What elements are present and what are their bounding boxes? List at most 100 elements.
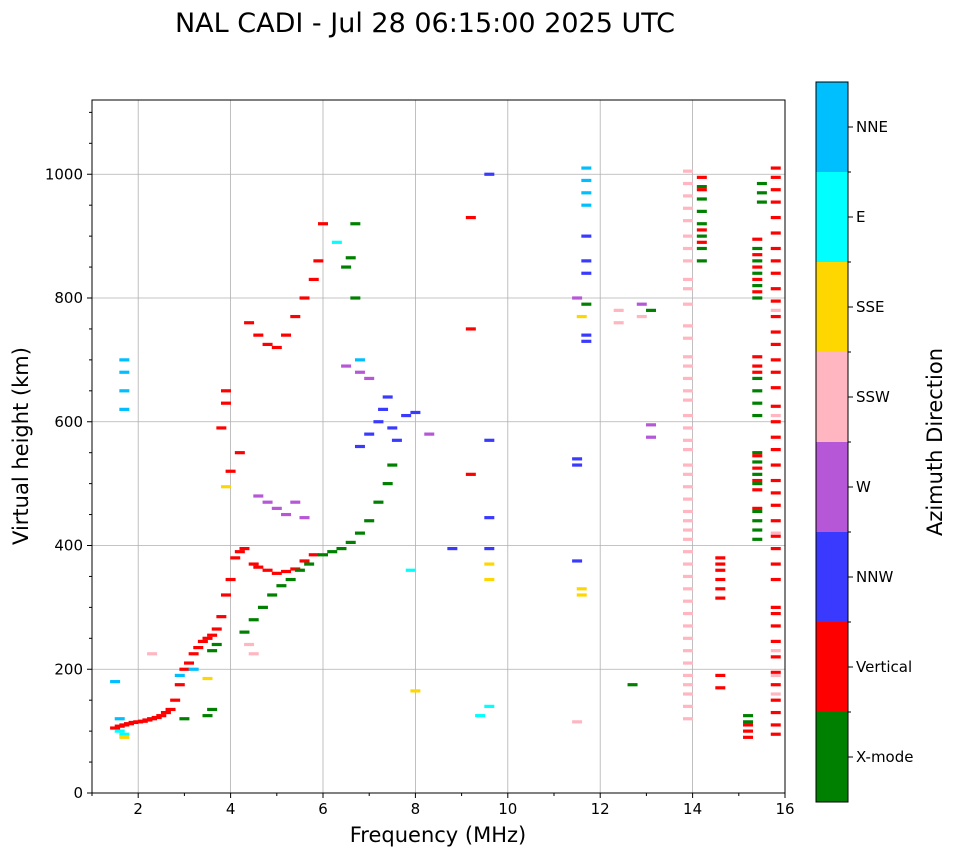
- echo-point: [770, 698, 781, 702]
- echo-point: [682, 528, 693, 532]
- echo-point: [696, 259, 707, 263]
- echo-point: [682, 287, 693, 291]
- echo-point: [696, 228, 707, 232]
- echo-point: [752, 454, 763, 458]
- echo-point: [682, 519, 693, 523]
- trace-ssw: [770, 308, 781, 696]
- echo-point: [188, 667, 199, 671]
- x-tick-label: 2: [133, 800, 143, 818]
- echo-point: [350, 296, 361, 300]
- trace-vertical: [696, 175, 707, 244]
- echo-point: [752, 271, 763, 275]
- echo-point: [165, 707, 176, 712]
- trace-sse: [119, 314, 587, 739]
- echo-point: [576, 314, 587, 319]
- echo-point: [581, 271, 592, 275]
- echo-point: [160, 710, 171, 715]
- echo-point: [682, 398, 693, 402]
- x-tick-label: 10: [498, 800, 517, 818]
- colorbar-label-sse: SSE: [856, 298, 885, 316]
- echo-point: [410, 689, 421, 693]
- echo-point: [114, 717, 125, 721]
- echo-point: [752, 296, 763, 300]
- echo-point: [581, 333, 592, 337]
- echo-point: [114, 729, 125, 733]
- echo-point: [682, 692, 693, 696]
- echo-point: [696, 188, 707, 192]
- echo-point: [682, 704, 693, 708]
- echo-point: [299, 516, 310, 520]
- colorbar-label: Azimuth Direction: [923, 348, 947, 536]
- echo-point: [581, 178, 592, 183]
- colorbar: X-mode Vertical NNW W SSW SSE E NNE: [815, 81, 913, 803]
- echo-point: [770, 166, 781, 170]
- x-tick-label: 12: [591, 800, 610, 818]
- echo-point: [682, 485, 693, 489]
- echo-point: [682, 181, 693, 186]
- echo-point: [752, 528, 763, 532]
- echo-point: [715, 596, 726, 600]
- echo-point: [770, 723, 781, 727]
- echo-point: [743, 729, 754, 733]
- chart-title: NAL CADI - Jul 28 06:15:00 2025 UTC: [175, 8, 675, 39]
- echo-point: [770, 413, 781, 418]
- plot-area: 2 4 6 8 10 12 14 16 0 200 400 600 800 1000: [45, 99, 795, 818]
- echo-point: [581, 339, 592, 343]
- trace-vertical: [216, 215, 726, 690]
- echo-point: [752, 472, 763, 476]
- echo-point: [682, 673, 693, 678]
- echo-point: [354, 370, 365, 374]
- echo-point: [220, 401, 231, 405]
- x-tick-label: 8: [411, 800, 421, 818]
- echo-point: [253, 565, 264, 569]
- echo-point: [770, 246, 781, 251]
- echo-point: [119, 732, 130, 736]
- echo-point: [770, 546, 781, 551]
- echo-point: [230, 556, 241, 560]
- echo-point: [391, 438, 402, 442]
- echo-point: [682, 472, 693, 476]
- echo-point: [262, 342, 273, 347]
- echo-point: [354, 358, 365, 362]
- trace-ssw: [147, 308, 647, 724]
- trace-x-mode: [179, 222, 657, 721]
- echo-point: [752, 284, 763, 288]
- echo-point: [752, 370, 763, 374]
- echo-point: [475, 714, 486, 718]
- echo-point: [682, 259, 693, 263]
- trace-ssw: [682, 169, 693, 721]
- echo-point: [119, 735, 130, 739]
- echo-point: [304, 562, 315, 566]
- trace-w: [253, 296, 657, 520]
- echo-point: [465, 472, 476, 476]
- echo-point: [682, 683, 693, 687]
- echo-point: [770, 188, 781, 192]
- echo-point: [682, 509, 693, 514]
- echo-point: [119, 370, 130, 374]
- colorbar-swatch: [816, 442, 848, 532]
- trace-e: [114, 240, 495, 736]
- echo-point: [216, 615, 227, 619]
- echo-point: [752, 290, 763, 294]
- colorbar-label-nne: NNE: [856, 118, 888, 136]
- echo-point: [743, 714, 754, 718]
- echo-point: [682, 550, 693, 554]
- trace-x-mode: [743, 181, 767, 724]
- trace-nnw: [354, 395, 421, 449]
- echo-point: [752, 478, 763, 483]
- echo-point: [752, 482, 763, 486]
- echo-point: [211, 642, 222, 647]
- echo-point: [770, 673, 781, 678]
- echo-point: [184, 661, 195, 665]
- plot-frame: [91, 99, 786, 794]
- grid-lines: [92, 100, 786, 794]
- echo-point: [313, 259, 324, 263]
- echo-point: [770, 683, 781, 687]
- echo-point: [756, 181, 767, 186]
- colorbar-swatch: [816, 532, 848, 622]
- echo-point: [752, 364, 763, 368]
- echo-point: [770, 639, 781, 644]
- echo-point: [770, 271, 781, 275]
- echo-point: [239, 546, 250, 551]
- echo-point: [465, 327, 476, 331]
